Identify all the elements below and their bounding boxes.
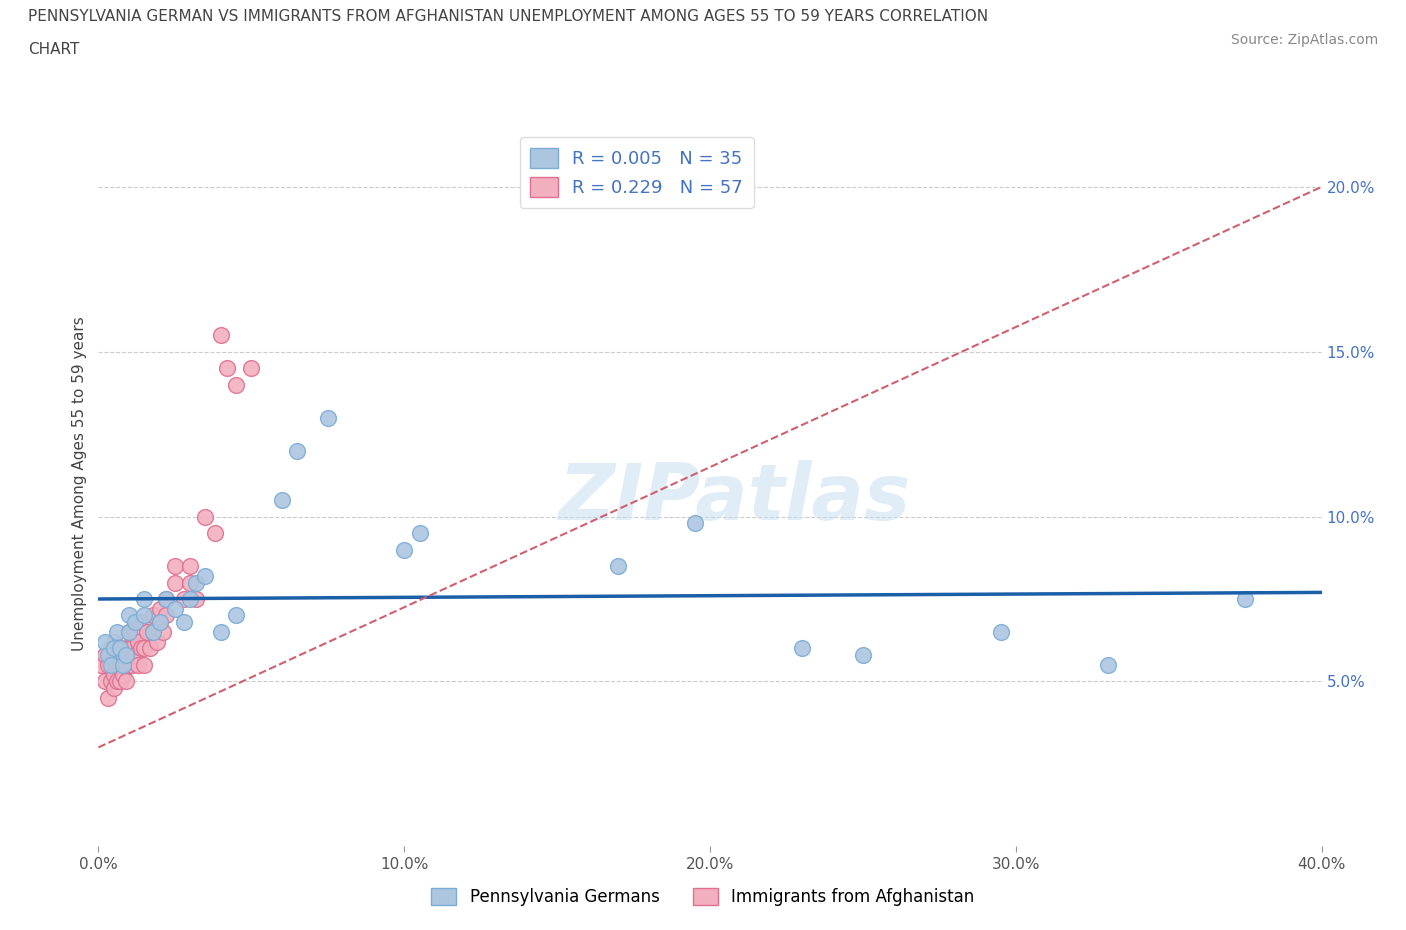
- Point: [209, 327, 232, 342]
- Point: [139, 641, 162, 656]
- Point: [111, 658, 134, 672]
- Point: [173, 591, 195, 606]
- Point: [103, 681, 125, 696]
- Point: [186, 575, 208, 590]
- Point: [149, 615, 172, 630]
- Point: [1097, 658, 1119, 672]
- Point: [142, 608, 165, 623]
- Text: Source: ZipAtlas.com: Source: ZipAtlas.com: [1230, 33, 1378, 46]
- Point: [100, 641, 122, 656]
- Point: [134, 658, 156, 672]
- Text: CHART: CHART: [28, 42, 80, 57]
- Point: [100, 658, 122, 672]
- Point: [118, 625, 141, 640]
- Point: [97, 647, 120, 662]
- Point: [121, 641, 143, 656]
- Legend: Pennsylvania Germans, Immigrants from Afghanistan: Pennsylvania Germans, Immigrants from Af…: [425, 881, 981, 912]
- Point: [155, 591, 177, 606]
- Point: [392, 542, 416, 557]
- Point: [115, 641, 138, 656]
- Point: [179, 559, 201, 574]
- Point: [316, 410, 339, 425]
- Point: [215, 361, 238, 376]
- Point: [204, 525, 226, 540]
- Point: [103, 634, 125, 649]
- Point: [127, 634, 149, 649]
- Point: [105, 658, 128, 672]
- Point: [124, 625, 146, 640]
- Point: [145, 634, 167, 649]
- Point: [121, 658, 143, 672]
- Point: [142, 625, 165, 640]
- Point: [683, 516, 706, 531]
- Y-axis label: Unemployment Among Ages 55 to 59 years: Unemployment Among Ages 55 to 59 years: [72, 316, 87, 651]
- Point: [173, 615, 195, 630]
- Point: [134, 608, 156, 623]
- Point: [194, 568, 217, 583]
- Point: [111, 647, 134, 662]
- Point: [163, 575, 186, 590]
- Point: [240, 361, 263, 376]
- Point: [118, 608, 141, 623]
- Point: [285, 444, 308, 458]
- Point: [134, 591, 156, 606]
- Point: [103, 641, 125, 656]
- Point: [108, 641, 131, 656]
- Point: [100, 674, 122, 689]
- Point: [118, 625, 141, 640]
- Point: [852, 647, 875, 662]
- Text: PENNSYLVANIA GERMAN VS IMMIGRANTS FROM AFGHANISTAN UNEMPLOYMENT AMONG AGES 55 TO: PENNSYLVANIA GERMAN VS IMMIGRANTS FROM A…: [28, 9, 988, 24]
- Point: [179, 591, 201, 606]
- Point: [194, 509, 217, 524]
- Point: [103, 647, 125, 662]
- Point: [105, 625, 128, 640]
- Point: [93, 674, 115, 689]
- Point: [124, 615, 146, 630]
- Point: [163, 559, 186, 574]
- Point: [142, 625, 165, 640]
- Point: [607, 559, 630, 574]
- Point: [163, 602, 186, 617]
- Text: ZIPatlas: ZIPatlas: [558, 460, 911, 536]
- Point: [129, 615, 152, 630]
- Point: [118, 658, 141, 672]
- Point: [111, 668, 134, 683]
- Point: [108, 674, 131, 689]
- Point: [270, 493, 292, 508]
- Point: [134, 641, 156, 656]
- Point: [152, 625, 174, 640]
- Point: [209, 625, 232, 640]
- Point: [155, 591, 177, 606]
- Point: [225, 608, 247, 623]
- Point: [93, 634, 115, 649]
- Point: [108, 658, 131, 672]
- Point: [97, 658, 120, 672]
- Point: [108, 641, 131, 656]
- Point: [97, 690, 120, 705]
- Point: [90, 658, 112, 672]
- Point: [790, 641, 813, 656]
- Point: [134, 615, 156, 630]
- Point: [129, 641, 152, 656]
- Point: [179, 575, 201, 590]
- Legend: R = 0.005   N = 35, R = 0.229   N = 57: R = 0.005 N = 35, R = 0.229 N = 57: [520, 138, 754, 207]
- Point: [118, 641, 141, 656]
- Point: [105, 674, 128, 689]
- Point: [127, 658, 149, 672]
- Point: [149, 615, 172, 630]
- Point: [408, 525, 430, 540]
- Point: [1234, 591, 1257, 606]
- Point: [105, 641, 128, 656]
- Point: [186, 591, 208, 606]
- Point: [115, 674, 138, 689]
- Point: [115, 647, 138, 662]
- Point: [124, 647, 146, 662]
- Point: [149, 602, 172, 617]
- Point: [136, 625, 159, 640]
- Point: [103, 668, 125, 683]
- Point: [93, 647, 115, 662]
- Point: [155, 608, 177, 623]
- Point: [990, 625, 1012, 640]
- Point: [225, 378, 247, 392]
